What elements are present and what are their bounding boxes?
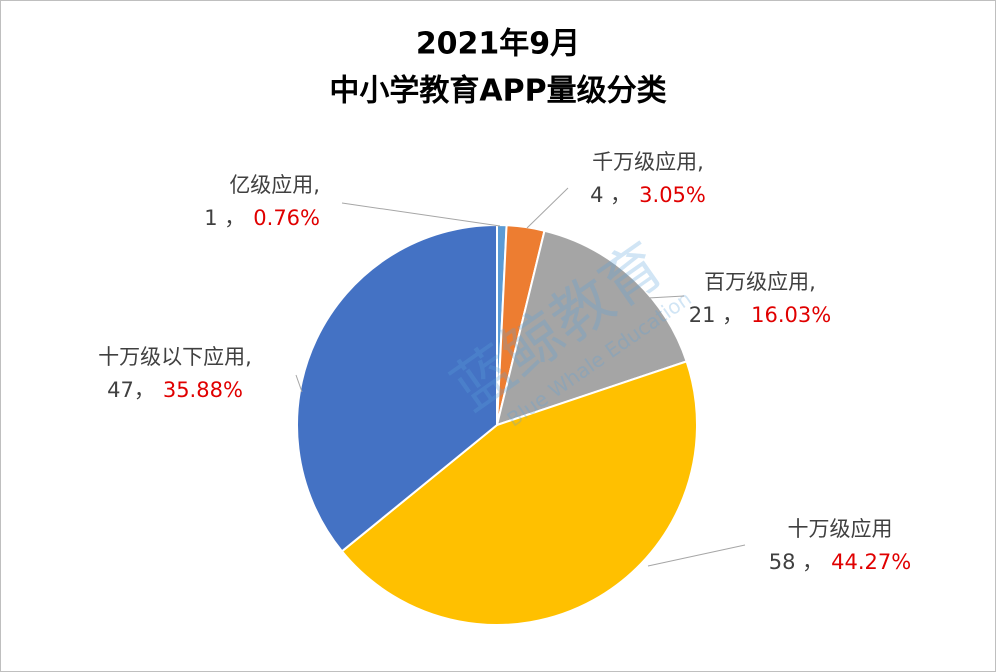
percent-label: 44.27% xyxy=(831,550,911,574)
slice-label: 百万级应用, xyxy=(704,270,816,294)
percent-label: 3.05% xyxy=(639,183,706,207)
value-label: 1 ， xyxy=(204,206,245,230)
value-label: 21 ， xyxy=(689,303,743,327)
slice-value: 58 ， 44.27% xyxy=(769,550,911,574)
percent-label: 16.03% xyxy=(751,303,831,327)
pie-slice xyxy=(296,223,498,553)
leader-line xyxy=(341,202,501,227)
leader-line xyxy=(295,374,303,393)
leader-line xyxy=(526,187,569,229)
leader-line xyxy=(647,295,685,299)
percent-label: 35.88% xyxy=(163,378,243,402)
pie xyxy=(296,223,698,626)
slice-value: 21 ， 16.03% xyxy=(689,303,831,327)
slice-label: 千万级应用, xyxy=(592,150,704,174)
leader-line xyxy=(647,544,746,567)
percent-label: 0.76% xyxy=(253,206,320,230)
slice-value: 1 ， 0.76% xyxy=(204,206,320,230)
value-label: 4 ， xyxy=(590,183,631,207)
pie-slice xyxy=(340,360,698,626)
chart-title: 2021年9月 xyxy=(416,27,580,62)
chart-subtitle: 中小学教育APP量级分类 xyxy=(329,74,666,109)
value-label: 47， xyxy=(107,378,155,402)
slice-value: 4 ， 3.05% xyxy=(590,183,706,207)
value-label: 58 ， xyxy=(769,550,823,574)
slice-value: 47， 35.88% xyxy=(107,378,243,402)
slice-label: 十万级应用 xyxy=(788,517,893,541)
slice-label: 亿级应用, xyxy=(229,173,320,197)
slice-label: 十万级以下应用, xyxy=(98,345,252,369)
